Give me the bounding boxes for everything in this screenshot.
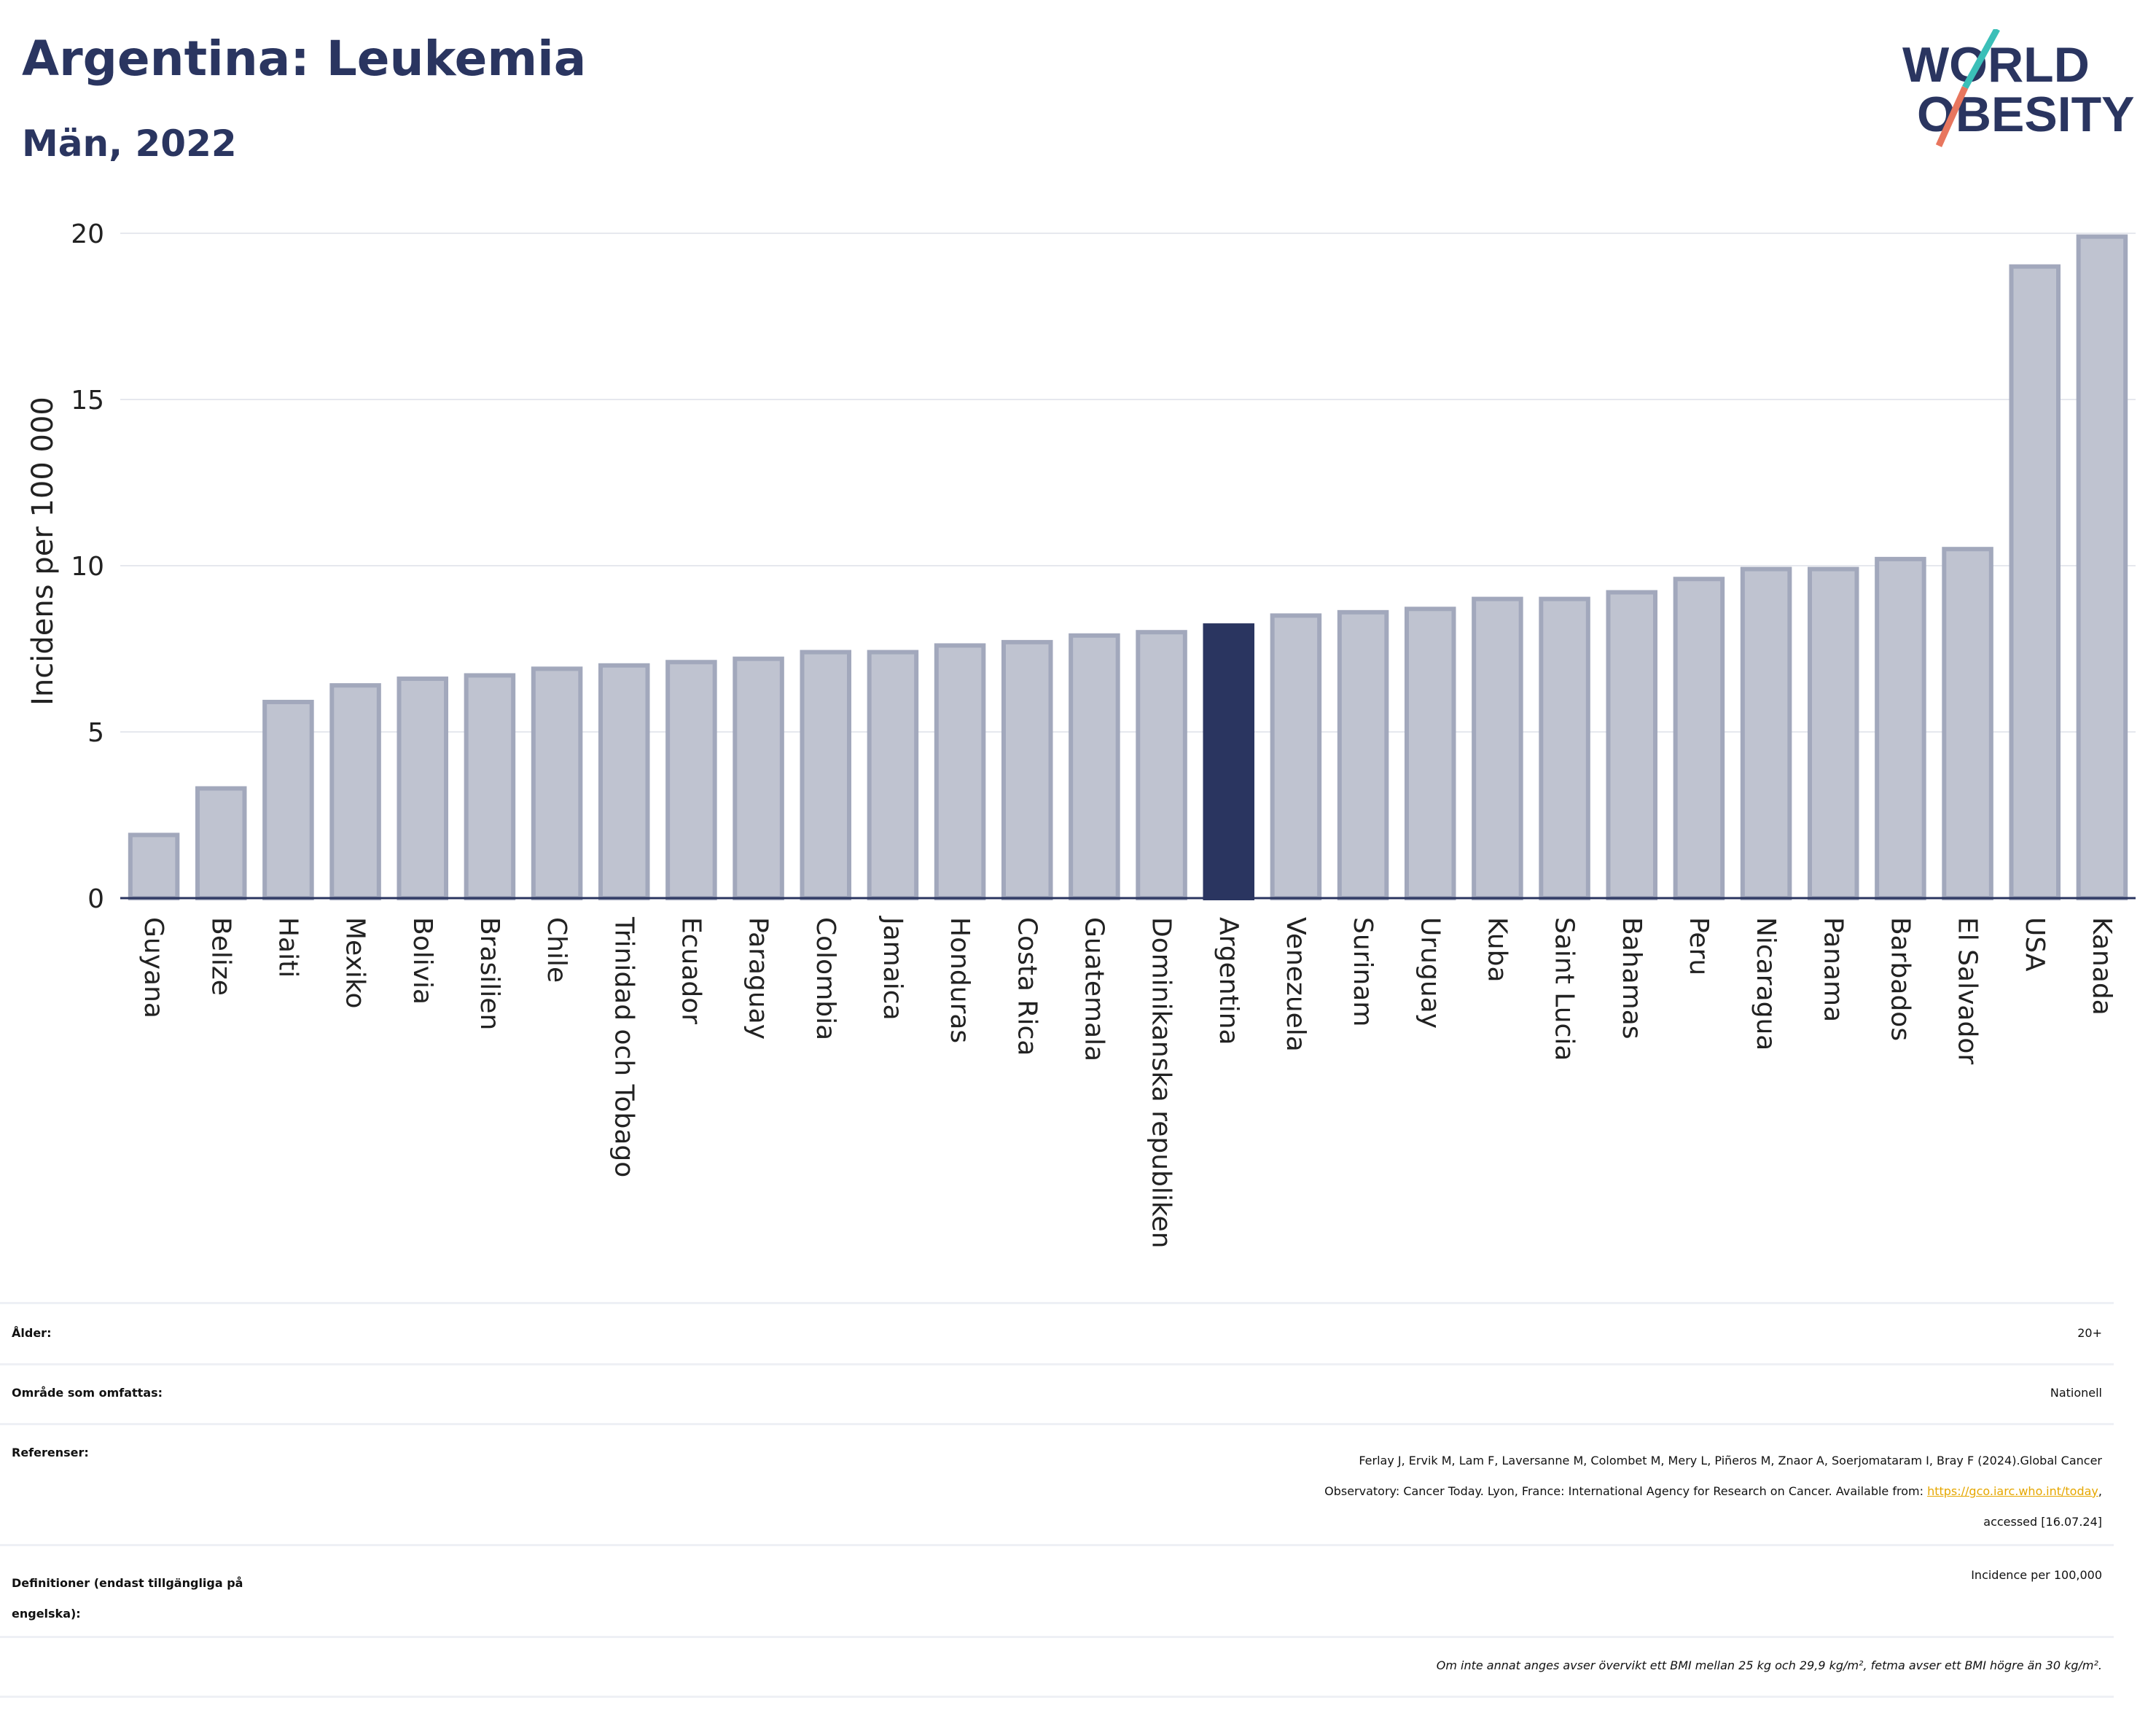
- bar: [1136, 630, 1187, 900]
- x-tick-label: Kanada: [2087, 917, 2117, 1015]
- x-tick-label: Costa Rica: [1012, 917, 1042, 1056]
- bar: [1069, 633, 1120, 900]
- x-tick-label: Honduras: [945, 917, 975, 1043]
- references-line-2: Observatory: Cancer Today. Lyon, France:…: [1324, 1476, 2102, 1507]
- x-tick-label: Haiti: [273, 917, 302, 978]
- references-line-1: Ferlay J, Ervik M, Lam F, Laversanne M, …: [1359, 1454, 2102, 1467]
- definitions-label: Definitioner (endast tillgängliga på eng…: [12, 1568, 243, 1629]
- age-label: Ålder:: [12, 1326, 52, 1340]
- x-tick-label: Mexiko: [340, 917, 370, 1008]
- x-tick-label: Bahamas: [1617, 917, 1647, 1040]
- bar: [1001, 639, 1053, 900]
- x-tick-label: Guatemala: [1079, 917, 1109, 1061]
- x-tick-label: Surinam: [1348, 917, 1378, 1026]
- world-obesity-logo: WORLD OBESITY: [1902, 29, 2135, 147]
- references-value: Ferlay J, Ervik M, Lam F, Laversanne M, …: [1324, 1446, 2102, 1537]
- x-tick-label: Saint Lucia: [1550, 917, 1579, 1061]
- x-tick-label: USA: [2020, 917, 2050, 972]
- references-line-2-end: ,: [2098, 1484, 2102, 1498]
- x-tick-label: Venezuela: [1281, 917, 1311, 1052]
- y-tick-label: 5: [87, 718, 104, 748]
- bar: [1404, 607, 1456, 901]
- y-tick-label: 10: [71, 552, 104, 582]
- bar: [1270, 613, 1322, 901]
- bar: [464, 673, 516, 900]
- bar: [262, 699, 314, 901]
- bar: [329, 683, 381, 900]
- bar: [733, 656, 784, 900]
- references-link[interactable]: https://gco.iarc.who.int/today: [1927, 1484, 2098, 1498]
- x-tick-label: Kuba: [1482, 917, 1512, 983]
- definitions-label-line-1: Definitioner (endast tillgängliga på: [12, 1576, 243, 1590]
- definitions-value: Incidence per 100,000: [1971, 1568, 2102, 1582]
- info-row-area: Område som omfattas: Nationell: [0, 1363, 2114, 1400]
- bar: [1942, 547, 1993, 900]
- bar: [2076, 234, 2128, 900]
- x-tick-label: Trinidad och Tobago: [609, 916, 638, 1177]
- x-tick-label: Barbados: [1885, 917, 1915, 1041]
- x-tick-label: Guyana: [138, 917, 168, 1018]
- info-row-references: Referenser: Ferlay J, Ervik M, Lam F, La…: [0, 1423, 2114, 1529]
- bar-chart: 0 5 10 15 20 Incidens per 100 000 Guyana Belize…: [26, 219, 2136, 1248]
- area-value: Nationell: [2050, 1386, 2102, 1400]
- x-tick-label: Uruguay: [1415, 917, 1445, 1029]
- bar: [1740, 566, 1792, 900]
- bar: [397, 677, 449, 900]
- x-tick-label: Brasilien: [474, 917, 504, 1030]
- bar: [2009, 264, 2061, 901]
- bar: [1472, 596, 1523, 900]
- x-tick-label: Colombia: [811, 917, 840, 1040]
- bar: [934, 643, 986, 900]
- definitions-label-line-2: engelska):: [12, 1607, 81, 1621]
- bar: [128, 833, 180, 900]
- bar: [1539, 596, 1590, 900]
- x-tick-label: Paraguay: [743, 917, 773, 1040]
- bar: [1337, 609, 1389, 901]
- x-tick-label: Jamaica: [878, 916, 907, 1021]
- bar: [598, 663, 650, 900]
- info-bottom-rule: [0, 1696, 2114, 1698]
- logo-text-world: WORLD: [1902, 37, 2090, 93]
- bar: [195, 786, 247, 901]
- bar: [1875, 556, 1926, 900]
- y-tick-label: 20: [71, 219, 104, 249]
- references-line-2-text: Observatory: Cancer Today. Lyon, France:…: [1324, 1484, 1928, 1498]
- age-value: 20+: [2077, 1326, 2102, 1340]
- x-tick-label: Bolivia: [407, 917, 437, 1005]
- y-tick-label: 15: [71, 386, 104, 416]
- info-row-footnote: Om inte annat anges avser övervikt ett B…: [0, 1636, 2114, 1672]
- x-tick-label: Panama: [1818, 917, 1848, 1022]
- bar: [1807, 566, 1859, 900]
- chart-title: Argentina: Leukemia: [22, 31, 587, 87]
- bar: [1673, 577, 1725, 900]
- x-tick-label: El Salvador: [1953, 917, 1983, 1064]
- x-tick-label: Ecuador: [676, 917, 706, 1024]
- x-tick-label: Argentina: [1214, 917, 1243, 1045]
- bar: [800, 650, 852, 900]
- info-row-definitions: Definitioner (endast tillgängliga på eng…: [0, 1544, 2114, 1621]
- x-tick-label: Dominikanska republiken: [1147, 917, 1176, 1248]
- y-axis-label: Incidens per 100 000: [26, 397, 60, 706]
- x-tick-label: Chile: [542, 917, 571, 983]
- area-label: Område som omfattas:: [12, 1386, 163, 1400]
- bar: [665, 660, 717, 900]
- x-tick-label: Nicaragua: [1751, 917, 1781, 1050]
- bar: [867, 650, 919, 900]
- bar: [1606, 590, 1658, 900]
- bar: [531, 666, 583, 900]
- info-row-age: Ålder: 20+: [0, 1302, 2114, 1340]
- x-tick-label: Peru: [1684, 917, 1714, 975]
- chart-subtitle: Män, 2022: [22, 122, 237, 165]
- y-tick-label: 0: [87, 884, 104, 914]
- x-tick-label: Belize: [206, 917, 235, 996]
- footnote: Om inte annat anges avser övervikt ett B…: [1436, 1658, 2102, 1672]
- references-line-3: accessed [16.07.24]: [1983, 1515, 2102, 1529]
- references-label: Referenser:: [12, 1446, 89, 1459]
- bar: [1203, 623, 1255, 901]
